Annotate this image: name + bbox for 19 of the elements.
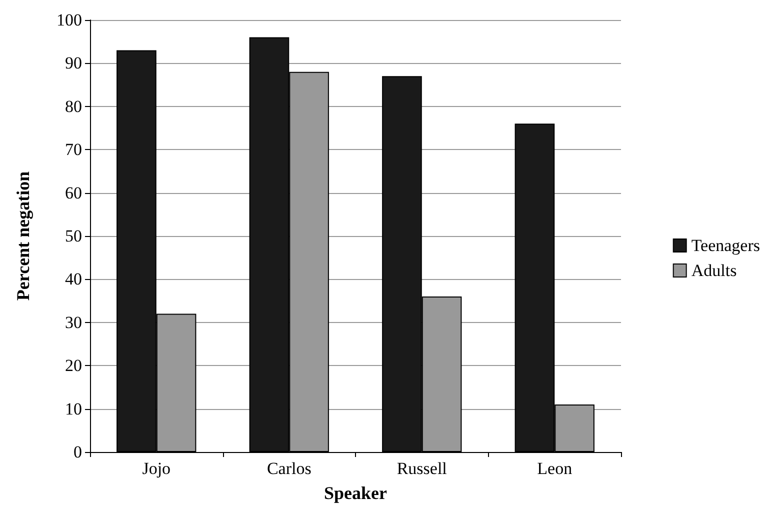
y-tick-label: 10	[65, 399, 82, 418]
x-tick-label: Carlos	[266, 459, 312, 478]
y-tick-label: 40	[65, 270, 82, 289]
y-tick-label: 30	[65, 312, 82, 332]
legend-label: Adults	[691, 261, 737, 280]
y-tick-label: 80	[65, 96, 82, 116]
y-axis-title: Percent negation	[13, 171, 33, 301]
x-tick-label: Leon	[537, 459, 573, 478]
x-tick-label: Russell	[396, 459, 448, 478]
y-tick-label: 0	[74, 442, 82, 462]
y-tick-label: 100	[56, 10, 82, 30]
x-axis-title: Speaker	[324, 483, 388, 503]
y-tick-label: 60	[65, 183, 82, 202]
y-tick-label: 50	[65, 226, 82, 246]
x-tick-label: Jojo	[142, 459, 171, 478]
y-tick-label: 90	[65, 54, 82, 73]
y-tick-label: 70	[65, 140, 82, 160]
y-tick-label: 20	[65, 356, 82, 376]
legend-label: Teenagers	[691, 236, 760, 255]
